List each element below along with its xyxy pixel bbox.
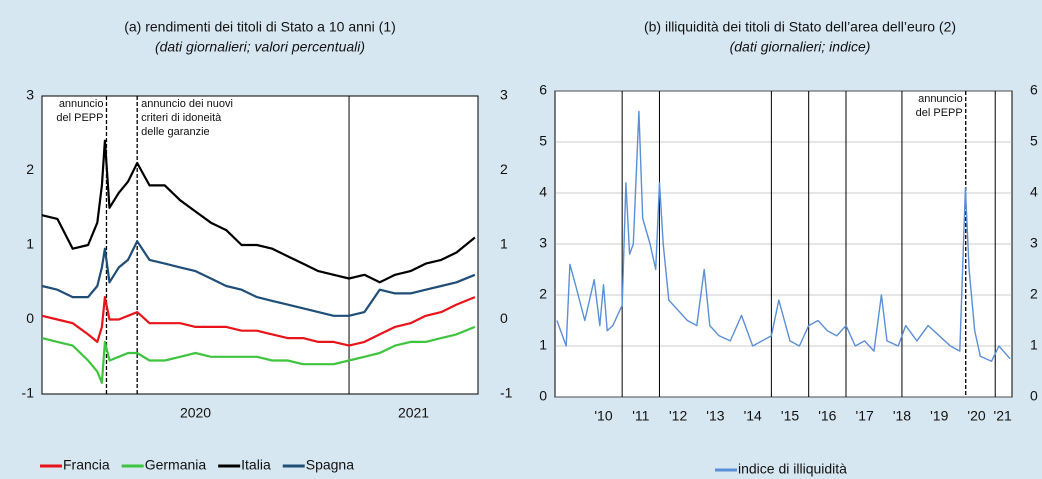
x-tick-label: '19 [930,408,948,424]
x-tick-label: '20 [967,408,985,424]
y2-tick-label: 0 [500,310,508,326]
y-tick-label: 1 [539,337,547,353]
y-tick-label: 1 [26,236,34,252]
x-tick-label: '13 [706,408,724,424]
x-tick-label: '17 [856,408,874,424]
annotation-text: delle garanzie [141,126,210,138]
x-tick-label: 2021 [398,405,429,421]
y-tick-label: 3 [539,235,547,251]
y-tick-label: 3 [26,87,34,103]
y2-tick-label: 6 [1030,82,1038,98]
x-tick-label: '10 [594,408,612,424]
y2-tick-label: 4 [1030,184,1038,200]
y-tick-label: -1 [22,385,35,401]
annotation-text: annuncio dei nuovi [141,98,233,110]
x-tick-label: '11 [632,408,649,424]
y2-tick-label: 3 [1030,235,1038,251]
y2-tick-label: -1 [500,385,513,401]
y2-tick-label: 5 [1030,133,1038,149]
series-line [556,110,1011,362]
y2-tick-label: 1 [1030,337,1038,353]
annotation-text: criteri di idoneità [141,112,222,124]
y-tick-label: 0 [539,388,547,404]
x-tick-label: '16 [818,408,836,424]
x-tick-label: '15 [781,408,799,424]
y2-tick-label: 3 [500,87,508,103]
y-tick-label: 6 [539,82,547,98]
legend-label: Germania [145,457,207,473]
annotation-text: del PEPP [916,107,963,119]
y-tick-label: 4 [539,184,547,200]
legend-label: Francia [63,457,110,473]
x-tick-label: '21 [994,408,1012,424]
legend-label: Spagna [306,457,354,473]
legend-label: indice di illiquidità [738,461,847,477]
x-tick-label: '12 [669,408,687,424]
y-tick-label: 0 [26,310,34,326]
x-tick-label: '18 [893,408,911,424]
series-line [41,325,476,384]
series-line [41,139,476,284]
chart-title: (b) illiquidità dei titoli di Stato dell… [644,19,956,35]
legend-label: Italia [241,457,271,473]
chart-subtitle: (dati giornalieri; indice) [730,39,871,55]
chart-title: (a) rendimenti dei titoli di Stato a 10 … [124,19,396,35]
chart-subtitle: (dati giornalieri; valori percentuali) [155,39,365,55]
series-line [41,240,476,317]
y-tick-label: 5 [539,133,547,149]
y2-tick-label: 2 [500,161,508,177]
y-tick-label: 2 [539,286,547,302]
y2-tick-label: 0 [1030,388,1038,404]
y2-tick-label: 1 [500,236,508,252]
annotation-text: del PEPP [56,112,103,124]
annotation-text: annuncio [918,93,963,105]
y-tick-label: 2 [26,161,34,177]
series-line [41,296,476,347]
annotation-text: annuncio [59,98,104,110]
x-tick-label: '14 [744,408,762,424]
y2-tick-label: 2 [1030,286,1038,302]
x-tick-label: 2020 [180,405,211,421]
